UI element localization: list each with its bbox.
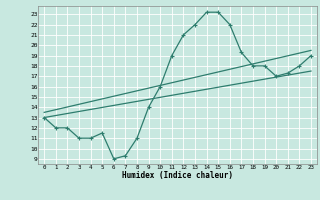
X-axis label: Humidex (Indice chaleur): Humidex (Indice chaleur) <box>122 171 233 180</box>
